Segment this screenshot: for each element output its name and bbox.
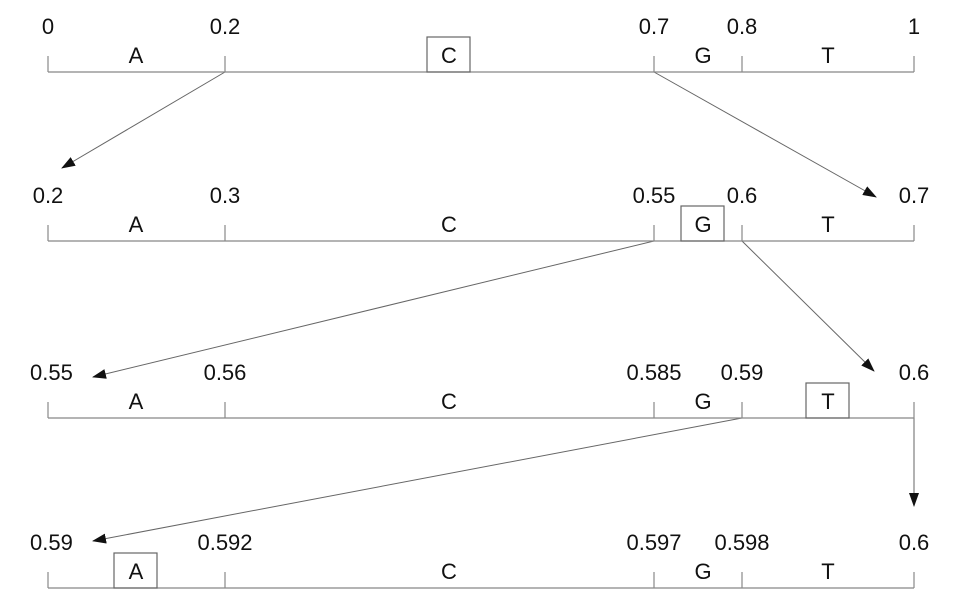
tick-label: 0.59: [721, 360, 764, 385]
tick-label: 0.3: [210, 183, 241, 208]
tick-label: 0.598: [714, 530, 769, 555]
symbol-label: A: [129, 389, 144, 414]
selected-box: [113, 552, 158, 589]
tick-label: 1: [908, 14, 920, 39]
symbol-label: G: [694, 559, 711, 584]
symbol-label: A: [129, 212, 144, 237]
tick-label: 0.6: [727, 183, 758, 208]
arrow: [92, 240, 655, 379]
selected-box: [680, 205, 725, 242]
symbol-label: T: [821, 389, 834, 414]
tick-label: 0.585: [626, 360, 681, 385]
symbol-label: T: [821, 559, 834, 584]
tick-label: 0: [42, 14, 54, 39]
tick-label: 0.59: [30, 530, 73, 555]
arrow: [61, 71, 226, 169]
tick-label: 0.2: [210, 14, 241, 39]
tick-label: 0.7: [639, 14, 670, 39]
symbol-label: C: [441, 43, 457, 68]
selected-box: [805, 382, 850, 419]
tick-label: 0.6: [899, 530, 930, 555]
symbol-label: C: [441, 559, 457, 584]
symbol-label: C: [441, 212, 457, 237]
symbol-label: G: [694, 389, 711, 414]
tick-label: 0.2: [33, 183, 64, 208]
tick-label: 0.6: [899, 360, 930, 385]
tick-label: 0.55: [633, 183, 676, 208]
tick-label: 0.8: [727, 14, 758, 39]
symbol-label: A: [129, 43, 144, 68]
arrow: [653, 71, 877, 198]
tick-label: 0.56: [204, 360, 247, 385]
symbol-label: T: [821, 212, 834, 237]
symbol-label: T: [821, 43, 834, 68]
tick-label: 0.55: [30, 360, 73, 385]
tick-label: 0.592: [197, 530, 252, 555]
arrow: [741, 240, 875, 372]
tick-label: 0.7: [899, 183, 930, 208]
selected-box: [426, 36, 471, 73]
symbol-label: A: [129, 559, 144, 584]
arrow: [92, 417, 743, 544]
symbol-label: G: [694, 212, 711, 237]
symbol-label: C: [441, 389, 457, 414]
symbol-label: G: [694, 43, 711, 68]
tick-label: 0.597: [626, 530, 681, 555]
